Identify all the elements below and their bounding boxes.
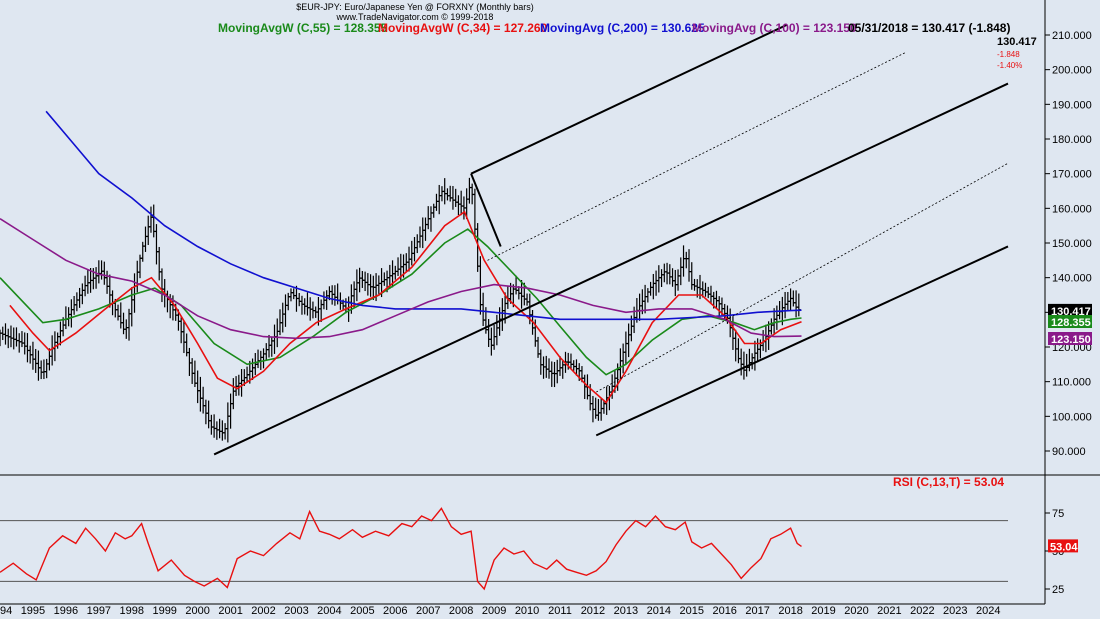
price-axis-tick-label: 200.000 <box>1052 65 1092 77</box>
channel-median-2 <box>596 162 1009 393</box>
time-axis-tick-label: 1997 <box>87 605 111 617</box>
price-axis-tick-label: 210.000 <box>1052 30 1092 42</box>
price-axis-tick-label: 140.000 <box>1052 273 1092 285</box>
time-axis-tick-label: 2023 <box>943 605 967 617</box>
time-axis-tick-label: 2012 <box>581 605 605 617</box>
rsi-panel <box>0 507 1008 591</box>
time-axis-tick-label: 2001 <box>218 605 242 617</box>
rsi-axis-tick-label: 75 <box>1052 508 1064 520</box>
time-axis-tick-label: 2004 <box>317 605 341 617</box>
rsi-line <box>0 507 802 591</box>
price-tag-label: 123.150 <box>1051 334 1091 346</box>
rsi-label: RSI (C,13,T) = 53.04 <box>893 475 1004 489</box>
rsi-axis: 75502553.04 <box>1044 475 1078 604</box>
channel-pitch-handle <box>470 173 502 247</box>
price-tag-label: 130.417 <box>1051 306 1091 318</box>
channel-outer-upper <box>470 23 788 175</box>
legend-ma200: MovingAvg (C,200) = 130.625 <box>540 21 705 35</box>
rsi-axis-tick-label: 25 <box>1052 584 1064 596</box>
time-axis-tick-label: 2010 <box>515 605 539 617</box>
price-tag <box>1048 315 1092 328</box>
rsi-tag-label: 53.04 <box>1050 541 1078 553</box>
legend-ma34: MovingAvgW (C,34) = 127.260 <box>378 21 548 35</box>
time-axis-tick-label: 2014 <box>647 605 671 617</box>
price-axis-tick-label: 160.000 <box>1052 203 1092 215</box>
price-axis-tick-label: 100.000 <box>1052 411 1092 423</box>
time-axis-tick-label: 1999 <box>152 605 176 617</box>
price-tag <box>1048 332 1092 345</box>
price-axis-tick-label: 90.000 <box>1052 446 1086 458</box>
time-axis-tick-label: 2009 <box>482 605 506 617</box>
time-axis-tick-label: 1998 <box>120 605 144 617</box>
time-axis-tick-label: 2020 <box>844 605 868 617</box>
time-axis-tick-label: 2021 <box>877 605 901 617</box>
channel-lower <box>595 245 1009 437</box>
price-panel <box>0 23 1009 456</box>
time-axis-tick-label: 2015 <box>680 605 704 617</box>
copyright-text: www.TradeNavigator.com © 1999-2018 <box>336 12 494 22</box>
legend-ma100: MovingAvg (C,100) = 123.150 <box>692 21 857 35</box>
time-axis-tick-label: 2018 <box>778 605 802 617</box>
ma100-line <box>0 218 802 340</box>
rsi-tag <box>1048 539 1078 553</box>
price-axis-tick-label: 150.000 <box>1052 238 1092 250</box>
ma34-line <box>9 210 802 404</box>
price-axis-tick-label: 110.000 <box>1052 377 1091 389</box>
time-axis-tick-label: 94 <box>0 605 12 617</box>
time-axis-tick-label: 2016 <box>712 605 736 617</box>
time-axis-tick-label: 2005 <box>350 605 374 617</box>
legend-last-close: 05/31/2018 = 130.417 (-1.848) <box>848 21 1010 35</box>
price-tag <box>1048 303 1092 317</box>
price-tag-label: 128.355 <box>1051 317 1091 329</box>
time-axis-tick-label: 2017 <box>745 605 769 617</box>
time-axis-tick-label: 2022 <box>910 605 934 617</box>
time-axis: 94 1995 1996 1997 1998 1999 2000 2001 2002 2003 20… <box>0 603 1045 617</box>
price-axis-tick-label: 170.000 <box>1052 169 1092 181</box>
price-axis: 90.000100.000110.000120.000130.000140.00… <box>1044 0 1092 475</box>
last-price: 130.417 <box>997 36 1037 48</box>
time-axis-tick-label: 2008 <box>449 605 473 617</box>
time-axis-tick-label: 2003 <box>284 605 308 617</box>
time-axis-tick-label: 2007 <box>416 605 440 617</box>
time-axis-tick-label: 1996 <box>54 605 78 617</box>
time-axis-tick-label: 2011 <box>548 605 572 617</box>
time-axis-tick-label: 2000 <box>185 605 209 617</box>
ma200-line <box>45 110 802 321</box>
channel-upper <box>213 82 1009 456</box>
price-axis-tick-label: 190.000 <box>1052 99 1092 111</box>
time-axis-tick-label: 2006 <box>383 605 407 617</box>
time-axis-tick-label: 1995 <box>21 605 45 617</box>
price-axis-tick-label: 180.000 <box>1052 134 1092 146</box>
time-axis-tick-label: 2024 <box>976 605 1000 617</box>
chart-title: $EUR-JPY: Euro/Japanese Yen @ FORXNY (Mo… <box>296 2 534 12</box>
time-axis-tick-label: 2013 <box>614 605 638 617</box>
time-axis-tick-label: 2019 <box>811 605 835 617</box>
legend-ma55: MovingAvgW (C,55) = 128.355 <box>218 21 388 35</box>
channel-median-1 <box>487 51 907 261</box>
last-change: -1.848 <box>997 50 1020 59</box>
time-axis-tick-label: 2002 <box>251 605 275 617</box>
last-percent: -1.40% <box>997 61 1022 70</box>
